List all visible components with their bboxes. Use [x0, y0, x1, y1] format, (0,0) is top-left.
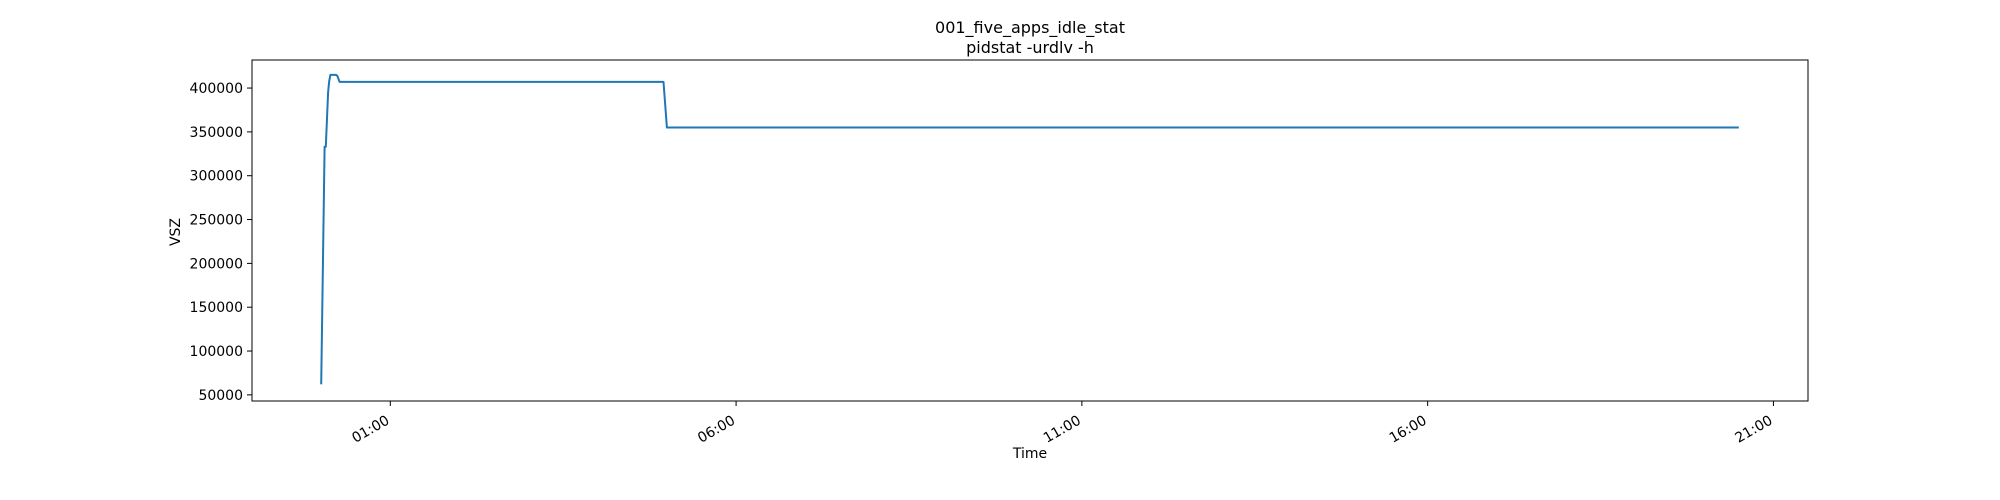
y-tick-label: 300000: [190, 169, 243, 185]
y-axis-ticks: 50000 100000 150000 200000 250000 300000 35000…: [190, 81, 252, 404]
x-tick-label: 21:00: [1732, 413, 1775, 447]
x-tick-label: 01:00: [349, 413, 392, 447]
x-axis-ticks: 01:00 06:00 11:00 16:00 21:00: [349, 401, 1775, 447]
plot-frame: [251, 59, 1809, 402]
y-tick-label: 50000: [198, 388, 243, 404]
x-tick-label: 06:00: [695, 413, 738, 447]
y-tick-label: 400000: [190, 81, 243, 97]
y-tick-label: 350000: [190, 125, 243, 141]
x-tick-label: 16:00: [1387, 413, 1430, 447]
y-axis-label: VSZ: [168, 218, 184, 246]
vsz-series-line: [320, 73, 1739, 385]
y-tick-label: 150000: [190, 300, 243, 316]
plot-area: [320, 73, 1739, 385]
chart-title: 001_five_apps_idle_stat: [935, 18, 1125, 38]
y-tick-label: 100000: [190, 344, 243, 360]
x-axis-label: Time: [1012, 446, 1047, 462]
y-tick-label: 250000: [190, 213, 243, 229]
chart-subtitle: pidstat -urdlv -h: [966, 38, 1094, 57]
x-tick-label: 11:00: [1041, 413, 1084, 447]
y-tick-label: 200000: [190, 256, 243, 272]
